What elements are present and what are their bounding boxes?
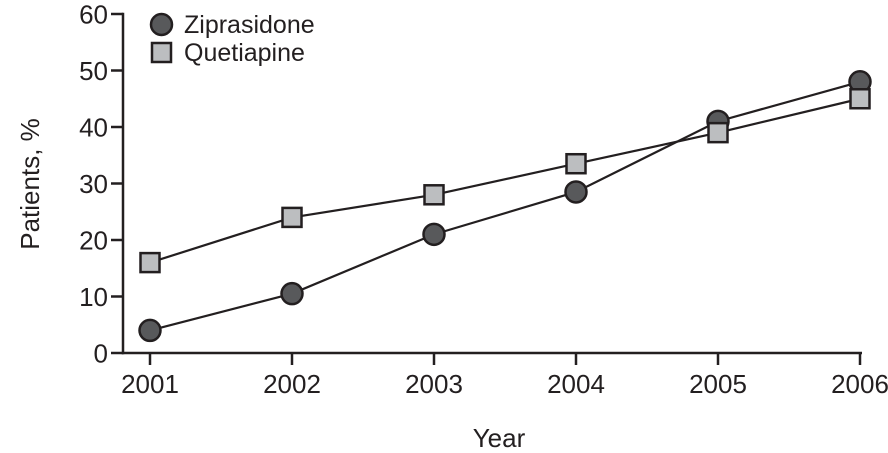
x-tick-label: 2004 (547, 369, 605, 399)
data-point-square-quetiapine (849, 88, 871, 110)
x-tick-label: 2005 (689, 369, 747, 399)
legend-marker-circle-icon (149, 12, 174, 37)
data-point-square-quetiapine (423, 184, 445, 206)
y-tick-label: 50 (79, 56, 108, 86)
legend: Ziprasidone Quetiapine (149, 11, 315, 67)
data-point-square-quetiapine (707, 121, 729, 144)
data-point-square-quetiapine (565, 152, 587, 175)
x-axis-title: Year (473, 423, 526, 453)
x-tick-label: 2003 (405, 369, 463, 399)
data-point-circle-ziprasidone (138, 318, 162, 343)
y-tick-label: 30 (79, 169, 108, 199)
x-tick-label: 2006 (831, 369, 888, 399)
data-point-circle-ziprasidone (280, 281, 304, 306)
legend-label-ziprasidone: Ziprasidone (184, 11, 315, 39)
x-tick-label: 2001 (121, 369, 179, 399)
y-axis-title: Patients, % (15, 118, 45, 250)
x-tick-label: 2002 (263, 369, 321, 399)
series-line-quetiapine (149, 97, 861, 264)
legend-marker-square-icon (150, 41, 173, 64)
data-point-circle-ziprasidone (564, 180, 588, 204)
series-line-ziprasidone (149, 80, 861, 332)
data-point-square-quetiapine (139, 251, 161, 274)
data-point-circle-ziprasidone (422, 222, 446, 247)
y-tick-label: 0 (94, 339, 108, 369)
y-tick-label: 20 (79, 226, 108, 256)
y-tick-label: 10 (79, 282, 108, 312)
y-tick-label: 60 (79, 0, 108, 30)
legend-label-quetiapine: Quetiapine (184, 39, 305, 67)
data-point-square-quetiapine (281, 206, 303, 229)
plot-layer: 0 10 20 30 40 50 60 2001 2002 2003 2004 2005 2006 (79, 0, 888, 399)
y-tick-label: 40 (79, 113, 108, 143)
